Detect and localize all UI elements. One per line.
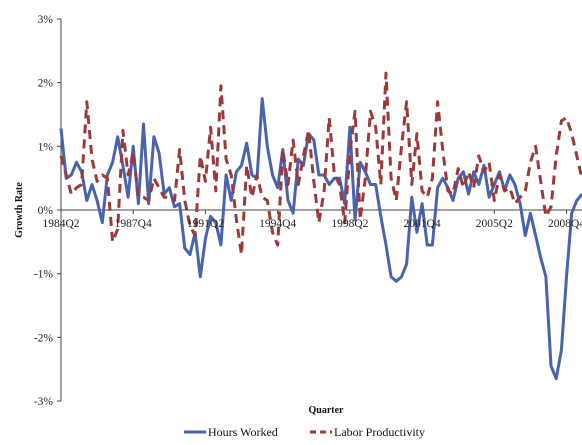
x-axis-label: Quarter: [309, 405, 345, 416]
x-tick-label: 1991Q2: [187, 218, 224, 230]
y-tick-label: -3%: [34, 396, 54, 408]
y-tick-label: 2%: [38, 78, 54, 90]
series-line-hours-worked: [59, 97, 582, 381]
series-group: [59, 71, 582, 381]
y-tick-label: 0%: [38, 205, 54, 217]
x-tick-labels: 1984Q2 1987Q4 1991Q2 1994Q4 1998Q2 2001Q4 2005…: [42, 210, 582, 230]
y-tick-label: 1%: [38, 141, 54, 153]
y-tick-label: 3%: [38, 14, 54, 26]
axes: 3% 2% 1% 0% -1% -2% -3%: [34, 14, 582, 408]
x-tick-label: 1998Q2: [331, 218, 368, 230]
x-tick-label: 1994Q4: [259, 218, 296, 230]
x-tick-label: 2008Q4: [548, 218, 582, 230]
y-tick-label: -1%: [34, 269, 54, 281]
legend: Hours Worked Labor Productivity: [184, 425, 425, 439]
series-line-labor-productivity: [59, 71, 582, 257]
x-tick-label: 1984Q2: [42, 218, 79, 230]
y-axis-label: Growth Rate: [14, 182, 25, 238]
x-tick-label: 2001Q4: [404, 218, 441, 230]
legend-label-labor-productivity: Labor Productivity: [334, 425, 425, 439]
x-tick-label: 2005Q2: [476, 218, 513, 230]
y-tick-label: -2%: [34, 332, 54, 344]
x-tick-label: 1987Q4: [115, 218, 152, 230]
legend-label-hours-worked: Hours Worked: [208, 425, 278, 439]
